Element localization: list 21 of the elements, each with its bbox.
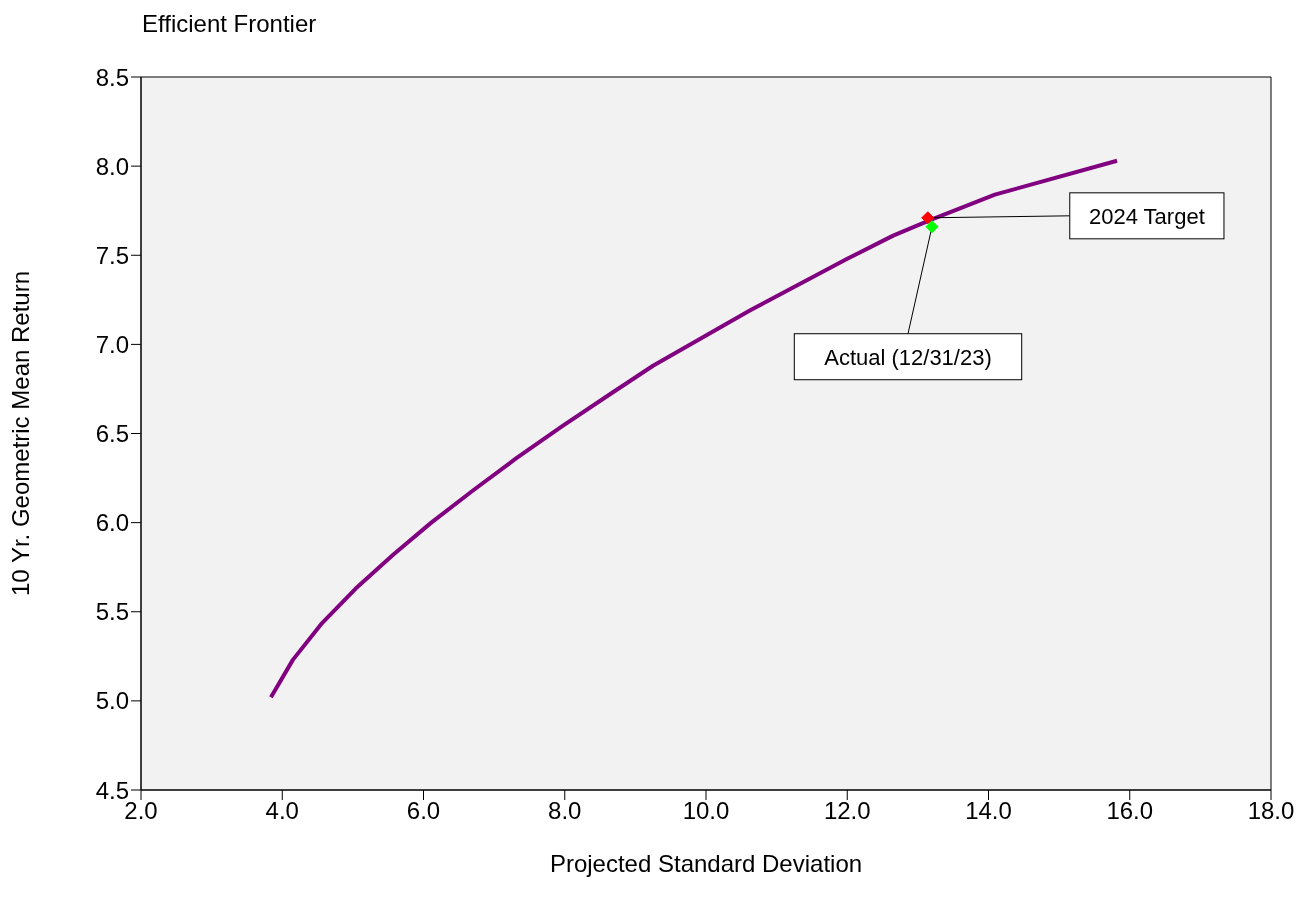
y-tick-label: 6.0 [95,509,129,537]
y-tick-label: 7.5 [95,241,129,269]
y-tick-label: 5.0 [95,687,129,715]
x-tick-label: 12.0 [823,797,871,825]
y-axis-title: 10 Yr. Geometric Mean Return [6,270,34,597]
x-tick-label: 8.0 [548,797,582,825]
x-tick-label: 10.0 [682,797,730,825]
x-tick-label: 14.0 [965,797,1012,825]
y-tick-label: 5.5 [95,598,129,626]
x-tick-label: 16.0 [1106,797,1154,825]
text: 2024 Target [1088,203,1205,229]
y-tick-label: 7.0 [95,330,129,358]
y-tick-label: 8.5 [95,63,129,91]
y-tick-label: 8.0 [95,152,129,180]
x-tick-label: 6.0 [406,797,441,825]
y-tick-label: 6.5 [95,420,129,448]
x-tick-label: 18.0 [1247,797,1295,825]
x-tick-label: 4.0 [265,797,299,825]
text: Actual (12/31/23) [824,344,992,370]
x-axis-title: Projected Standard Deviation [549,850,863,877]
chart-title: Efficient Frontier [142,10,317,38]
